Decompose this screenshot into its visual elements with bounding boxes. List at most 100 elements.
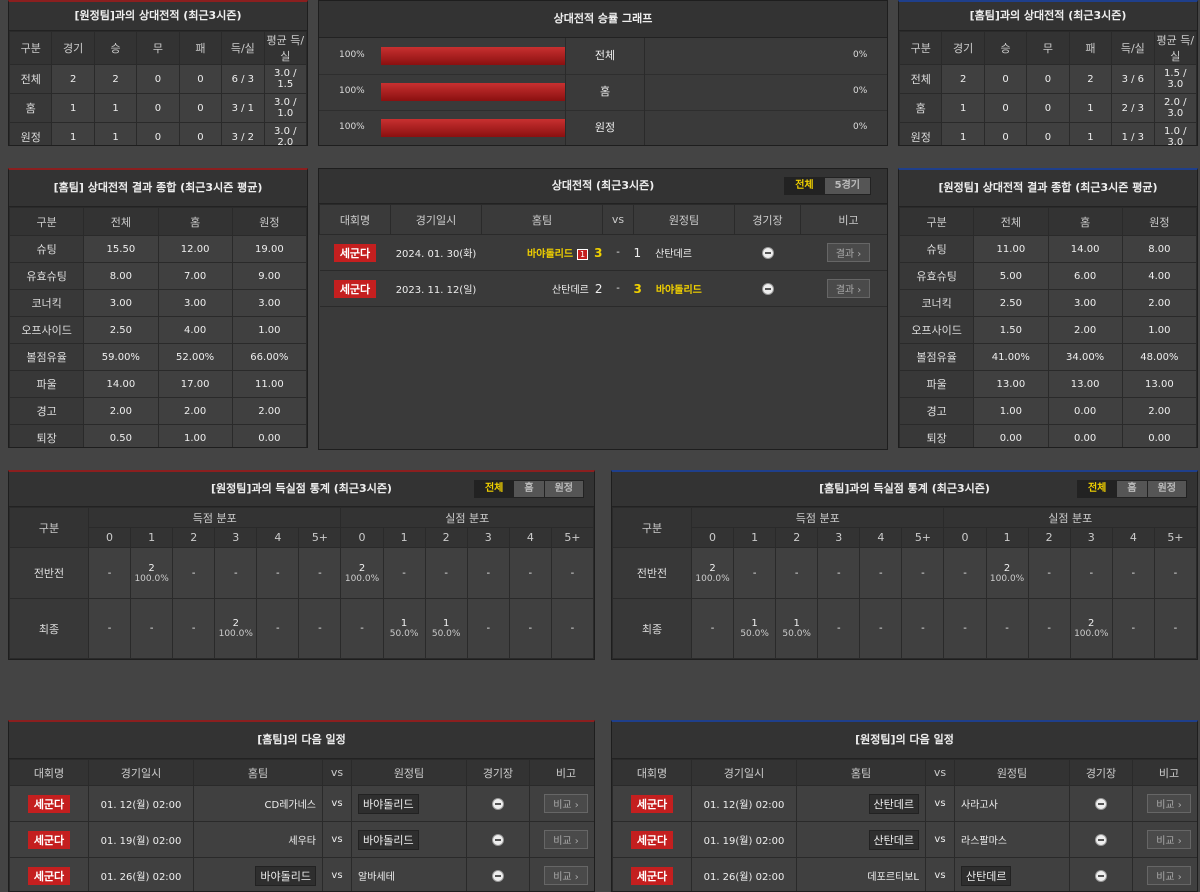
dist-count: - bbox=[836, 567, 841, 579]
home-team[interactable]: CD레가네스 bbox=[264, 800, 316, 811]
dist-cell: - bbox=[550, 547, 594, 599]
tab-all[interactable]: 전체 bbox=[785, 178, 824, 194]
tab-5games[interactable]: 5경기 bbox=[823, 178, 870, 194]
league-badge[interactable]: 세군다 bbox=[333, 243, 377, 262]
compare-button[interactable]: 비교 › bbox=[1147, 830, 1191, 849]
dist-count: - bbox=[360, 623, 364, 634]
dist-count: 2 bbox=[232, 618, 239, 629]
stadium-icon[interactable] bbox=[492, 869, 504, 882]
compare-button[interactable]: 비교 › bbox=[1147, 794, 1191, 813]
match-row: 세군다 01. 26(월) 02:00 데포르티보L vs 산탄데르 비교 › bbox=[612, 857, 1197, 891]
away-team-cell: 산탄데르 bbox=[954, 857, 1070, 891]
league-badge[interactable]: 세군다 bbox=[630, 830, 674, 849]
home-team-cell: 데포르티보L bbox=[796, 857, 926, 891]
away-team[interactable]: 사라고사 bbox=[961, 800, 998, 811]
dist-cell: - bbox=[817, 547, 861, 599]
stadium-icon[interactable] bbox=[492, 833, 504, 846]
row-label: 슈팅 bbox=[9, 235, 85, 263]
compare-button[interactable]: 비교 › bbox=[544, 830, 588, 849]
home-win-pct: 100% bbox=[339, 122, 365, 132]
row-label: 볼점유율 bbox=[9, 343, 85, 371]
league-badge[interactable]: 세군다 bbox=[27, 866, 71, 885]
dist-count: - bbox=[1173, 623, 1178, 634]
league-badge[interactable]: 세군다 bbox=[630, 794, 674, 813]
dist-count: - bbox=[402, 567, 406, 579]
column-header: 평균 득/실 bbox=[263, 31, 307, 65]
stadium-icon[interactable] bbox=[1095, 869, 1107, 882]
conceded-header: 실점 분포 bbox=[943, 507, 1197, 528]
table-cell: 1 bbox=[941, 93, 985, 123]
league-badge[interactable]: 세군다 bbox=[27, 830, 71, 849]
away-team[interactable]: 바야돌리드 bbox=[358, 829, 419, 850]
home-team[interactable]: 데포르티보L bbox=[867, 872, 919, 883]
away-team[interactable]: 산탄데르 bbox=[961, 865, 1012, 886]
home-team[interactable]: 산탄데르 bbox=[868, 829, 919, 850]
dist-cell: 2 100.0% bbox=[690, 547, 735, 599]
compare-button[interactable]: 비교 › bbox=[1147, 866, 1191, 885]
dist-count: - bbox=[444, 567, 448, 579]
home-team-cell: 바야돌리드 bbox=[193, 857, 323, 891]
vs-cell: vs bbox=[925, 857, 955, 891]
match-row: 세군다 01. 26(월) 02:00 바야돌리드 vs 알바세테 비교 › bbox=[9, 857, 594, 891]
dist-cell: - bbox=[1027, 547, 1071, 599]
stadium-icon[interactable] bbox=[761, 246, 774, 259]
stadium-icon[interactable] bbox=[1095, 797, 1107, 810]
away-win-pct: 0% bbox=[853, 50, 868, 60]
home-team[interactable]: 바야돌리드 bbox=[527, 249, 574, 260]
away-team[interactable]: 라스팔마스 bbox=[961, 836, 1007, 847]
home-team[interactable]: 바야돌리드 bbox=[255, 865, 316, 886]
league-cell: 세군다 bbox=[612, 785, 692, 822]
dist-count: - bbox=[921, 567, 925, 579]
table-row: 퇴장 0.00 0.00 0.00 bbox=[899, 424, 1197, 447]
stadium-icon[interactable] bbox=[1095, 833, 1107, 846]
column-header: 득/실 bbox=[1111, 31, 1155, 65]
dist-cell: - bbox=[733, 547, 777, 599]
table-cell: 48.00% bbox=[1121, 343, 1197, 371]
league-cell: 세군다 bbox=[9, 785, 89, 822]
table-cell: 0 bbox=[178, 64, 223, 94]
table-cell: 0 bbox=[136, 64, 180, 94]
home-team[interactable]: 세우타 bbox=[288, 836, 316, 847]
h2h-away-table: 구분 경기 승 무 패 득/실 평균 득/실 전체 2 2 0 0 6 / 3 3.0 / 1.5 홈 1 1 0… bbox=[9, 31, 307, 145]
stadium-icon[interactable] bbox=[492, 797, 504, 810]
compare-button[interactable]: 비교 › bbox=[544, 866, 588, 885]
table-cell: 66.00% bbox=[231, 343, 307, 371]
dist-count: 1 bbox=[793, 618, 800, 629]
away-team[interactable]: 바야돌리드 bbox=[358, 793, 419, 814]
tab-home[interactable]: 홈 bbox=[1116, 481, 1147, 497]
league-badge[interactable]: 세군다 bbox=[27, 794, 71, 813]
tab-away[interactable]: 원정 bbox=[543, 481, 583, 497]
away-score: 3 bbox=[633, 282, 642, 296]
column-header: 구분 bbox=[9, 207, 85, 236]
home-team[interactable]: 산탄데르 bbox=[552, 285, 589, 296]
tab-all[interactable]: 전체 bbox=[474, 481, 514, 497]
league-badge[interactable]: 세군다 bbox=[333, 279, 377, 298]
dist-cell: 1 50.0% bbox=[424, 598, 468, 659]
match-row: 세군다 01. 12(월) 02:00 산탄데르 vs 사라고사 비교 › bbox=[612, 785, 1197, 822]
home-team[interactable]: 산탄데르 bbox=[868, 793, 919, 814]
stadium-icon[interactable] bbox=[761, 282, 774, 295]
tab-home[interactable]: 홈 bbox=[513, 481, 544, 497]
home-team-cell: 세우타 bbox=[193, 821, 323, 858]
bucket-header: 2 bbox=[172, 527, 216, 548]
away-team[interactable]: 알바세테 bbox=[358, 872, 395, 883]
table-cell: 59.00% bbox=[83, 343, 159, 371]
league-badge[interactable]: 세군다 bbox=[630, 866, 674, 885]
panel-title: 상대전적 승률 그래프 bbox=[319, 1, 887, 38]
table-cell: 13.00 bbox=[1121, 370, 1197, 398]
home-win-bar bbox=[381, 83, 565, 101]
away-team[interactable]: 바야돌리드 bbox=[655, 285, 702, 296]
chevron-right-icon: › bbox=[571, 872, 579, 883]
tab-away[interactable]: 원정 bbox=[1146, 481, 1186, 497]
away-team[interactable]: 산탄데르 bbox=[655, 249, 692, 260]
table-cell: 11.00 bbox=[231, 370, 307, 398]
compare-button-label: 비교 bbox=[553, 836, 572, 847]
tab-all[interactable]: 전체 bbox=[1077, 481, 1117, 497]
result-button[interactable]: 결과 › bbox=[826, 279, 871, 298]
dist-cell: - bbox=[1111, 547, 1155, 599]
compare-button[interactable]: 비교 › bbox=[544, 794, 588, 813]
row-label: 원정 bbox=[9, 122, 53, 145]
chevron-right-icon: › bbox=[571, 836, 579, 847]
dist-cell: 1 50.0% bbox=[733, 598, 777, 659]
result-button[interactable]: 결과 › bbox=[826, 243, 871, 262]
